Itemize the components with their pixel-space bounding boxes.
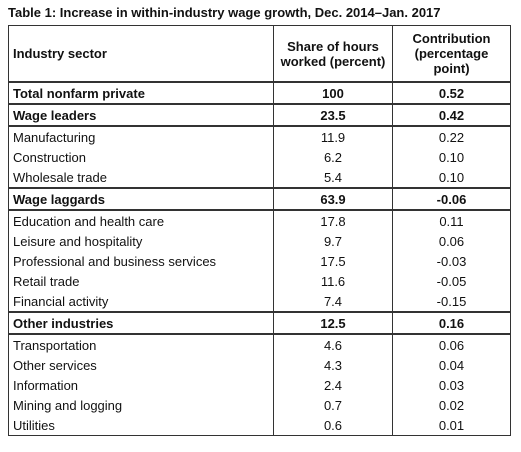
table-title: Table 1: Increase in within-industry wag…	[8, 5, 441, 20]
value-cell: 0.04	[392, 355, 511, 375]
value-cell: 11.9	[273, 126, 393, 147]
table-row: Retail trade 11.6 -0.05	[8, 271, 511, 291]
table-head: Industry sector Share of hours worked (p…	[8, 25, 511, 83]
value-cell: 0.7	[273, 395, 393, 415]
table-row: Other services 4.3 0.04	[8, 355, 511, 375]
sector-cell: Total nonfarm private	[8, 81, 274, 105]
sector-cell: Manufacturing	[8, 126, 274, 147]
table-row: Education and health care 17.8 0.11	[8, 210, 511, 231]
value-cell: -0.06	[392, 187, 511, 211]
sector-cell: Wage laggards	[8, 187, 274, 211]
group-row: Wage leaders 23.5 0.42	[8, 103, 511, 127]
table-row: Information 2.4 0.03	[8, 375, 511, 395]
value-cell: 0.10	[392, 147, 511, 167]
value-cell: 7.4	[273, 291, 393, 312]
data-table: Industry sector Share of hours worked (p…	[8, 25, 511, 436]
column-header: Industry sector	[8, 25, 274, 83]
sector-cell: Wage leaders	[8, 103, 274, 127]
header-row: Industry sector Share of hours worked (p…	[8, 25, 511, 83]
sector-cell: Leisure and hospitality	[8, 231, 274, 251]
value-cell: 17.5	[273, 251, 393, 271]
value-cell: 4.3	[273, 355, 393, 375]
value-cell: 0.22	[392, 126, 511, 147]
table-row: Manufacturing 11.9 0.22	[8, 126, 511, 147]
sector-cell: Transportation	[8, 334, 274, 355]
value-cell: 0.52	[392, 81, 511, 105]
sector-cell: Education and health care	[8, 210, 274, 231]
sector-cell: Financial activity	[8, 291, 274, 312]
sector-cell: Retail trade	[8, 271, 274, 291]
sector-cell: Wholesale trade	[8, 167, 274, 188]
sector-cell: Utilities	[8, 415, 274, 436]
value-cell: 12.5	[273, 311, 393, 335]
value-cell: -0.03	[392, 251, 511, 271]
value-cell: 2.4	[273, 375, 393, 395]
table-row: Leisure and hospitality 9.7 0.06	[8, 231, 511, 251]
table-row: Construction 6.2 0.10	[8, 147, 511, 167]
table-row: Utilities 0.6 0.01	[8, 415, 511, 436]
table-row: Professional and business services 17.5 -0…	[8, 251, 511, 271]
column-header: Share of hours worked (percent)	[273, 25, 393, 83]
sector-cell: Professional and business services	[8, 251, 274, 271]
column-header: Contribution (percentage point)	[392, 25, 511, 83]
value-cell: 0.03	[392, 375, 511, 395]
sector-cell: Information	[8, 375, 274, 395]
group-row: Other industries 12.5 0.16	[8, 311, 511, 335]
value-cell: 0.06	[392, 231, 511, 251]
sector-cell: Mining and logging	[8, 395, 274, 415]
value-cell: -0.05	[392, 271, 511, 291]
value-cell: 0.06	[392, 334, 511, 355]
value-cell: 0.6	[273, 415, 393, 436]
sector-cell: Other services	[8, 355, 274, 375]
value-cell: 17.8	[273, 210, 393, 231]
sector-cell: Other industries	[8, 311, 274, 335]
value-cell: 0.11	[392, 210, 511, 231]
value-cell: 100	[273, 81, 393, 105]
value-cell: 11.6	[273, 271, 393, 291]
table-row: Transportation 4.6 0.06	[8, 334, 511, 355]
value-cell: 0.42	[392, 103, 511, 127]
table-row: Wholesale trade 5.4 0.10	[8, 167, 511, 188]
value-cell: 9.7	[273, 231, 393, 251]
table-body: Total nonfarm private 100 0.52 Wage leaders…	[8, 81, 511, 436]
value-cell: 0.01	[392, 415, 511, 436]
value-cell: 6.2	[273, 147, 393, 167]
group-row: Wage laggards 63.9 -0.06	[8, 187, 511, 211]
value-cell: 23.5	[273, 103, 393, 127]
sector-cell: Construction	[8, 147, 274, 167]
table-row: Mining and logging 0.7 0.02	[8, 395, 511, 415]
value-cell: 63.9	[273, 187, 393, 211]
value-cell: -0.15	[392, 291, 511, 312]
value-cell: 4.6	[273, 334, 393, 355]
value-cell: 0.02	[392, 395, 511, 415]
table-row: Financial activity 7.4 -0.15	[8, 291, 511, 312]
value-cell: 0.16	[392, 311, 511, 335]
value-cell: 0.10	[392, 167, 511, 188]
group-row: Total nonfarm private 100 0.52	[8, 81, 511, 105]
value-cell: 5.4	[273, 167, 393, 188]
